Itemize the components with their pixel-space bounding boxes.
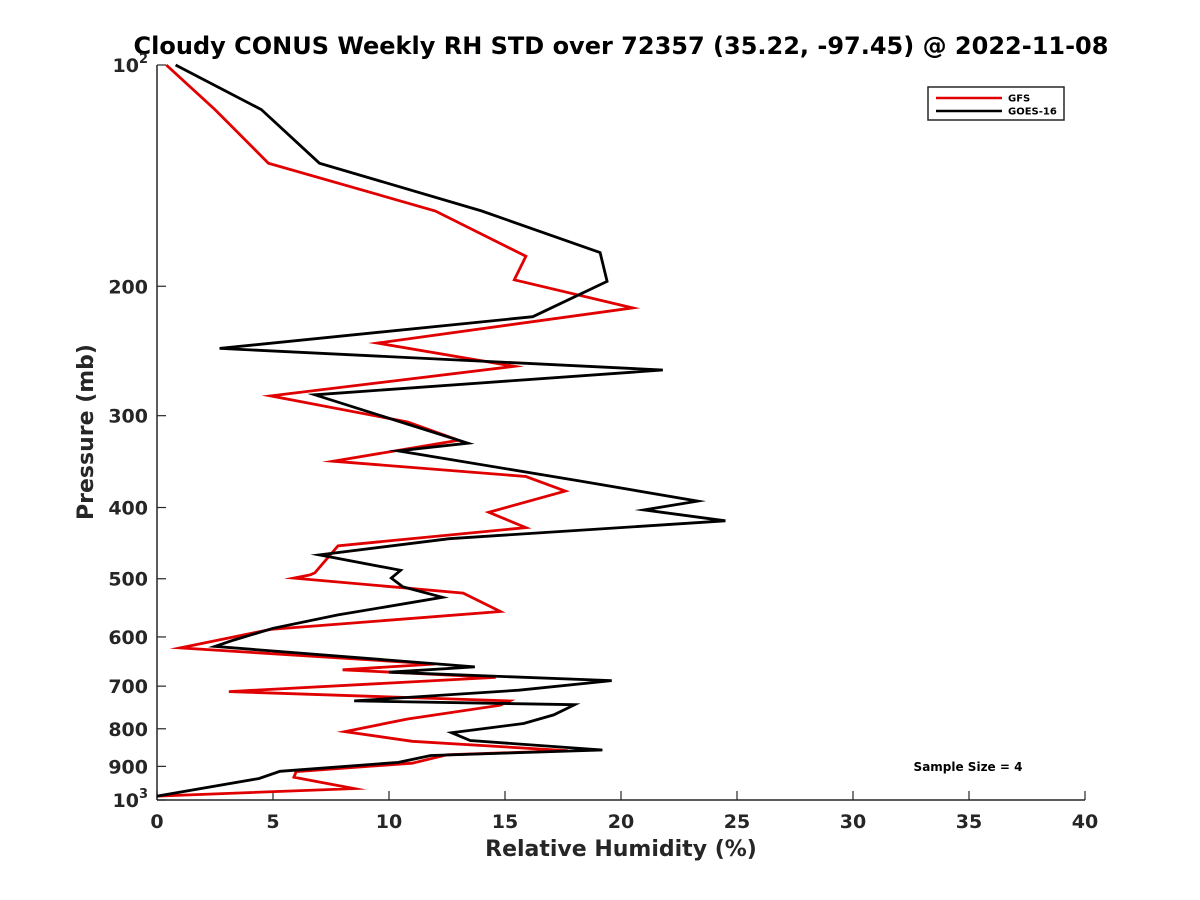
y-tick-label-base: 700 — [108, 676, 148, 698]
y-tick-label: 300 — [108, 406, 148, 428]
x-tick-label: 40 — [1072, 811, 1098, 833]
y-tick-label: 500 — [108, 569, 148, 591]
x-tick-label: 30 — [840, 811, 866, 833]
plot-area — [156, 65, 1085, 801]
y-tick-label: 103 — [113, 787, 149, 812]
x-tick-label: 5 — [266, 811, 279, 833]
y-tick-label: 700 — [108, 676, 148, 698]
y-tick-label-base: 500 — [108, 569, 148, 591]
x-tick-label: 35 — [956, 811, 982, 833]
x-tick-label: 20 — [608, 811, 634, 833]
y-tick-label-base: 10 — [113, 55, 139, 77]
sample-size-annotation: Sample Size = 4 — [914, 760, 1023, 774]
y-tick-label-base: 600 — [108, 627, 148, 649]
y-tick-label: 200 — [108, 276, 148, 298]
chart-title: Cloudy CONUS Weekly RH STD over 72357 (3… — [134, 32, 1109, 60]
series-line-goes-16 — [156, 63, 726, 798]
series-lines — [156, 63, 726, 798]
y-tick-label: 600 — [108, 627, 148, 649]
y-tick-label-base: 900 — [108, 756, 148, 778]
y-tick-label: 102 — [113, 52, 149, 77]
y-tick-label-base: 10 — [113, 790, 139, 812]
y-tick-label: 900 — [108, 756, 148, 778]
y-tick-label: 400 — [108, 498, 148, 520]
legend: GFS GOES-16 — [927, 86, 1065, 121]
x-tick-label: 15 — [492, 811, 518, 833]
x-axis-ticks: 0 5 10 15 20 25 30 35 40 — [150, 791, 1098, 833]
legend-label: GOES-16 — [1008, 107, 1057, 118]
x-tick-label: 10 — [376, 811, 402, 833]
y-tick-label-exponent: 3 — [139, 787, 148, 802]
legend-label: GFS — [1008, 94, 1030, 105]
x-tick-label: 0 — [150, 811, 163, 833]
y-tick-label-exponent: 2 — [139, 52, 148, 67]
y-tick-label-base: 300 — [108, 406, 148, 428]
y-tick-label: 800 — [108, 719, 148, 741]
legend-box — [927, 86, 1065, 121]
x-tick-label: 25 — [724, 811, 750, 833]
y-tick-label-base: 400 — [108, 498, 148, 520]
x-axis-label: Relative Humidity (%) — [485, 837, 757, 862]
y-axis-label: Pressure (mb) — [74, 344, 99, 520]
y-tick-label-base: 800 — [108, 719, 148, 741]
y-tick-label-base: 200 — [108, 276, 148, 298]
series-line-gfs — [156, 63, 641, 798]
